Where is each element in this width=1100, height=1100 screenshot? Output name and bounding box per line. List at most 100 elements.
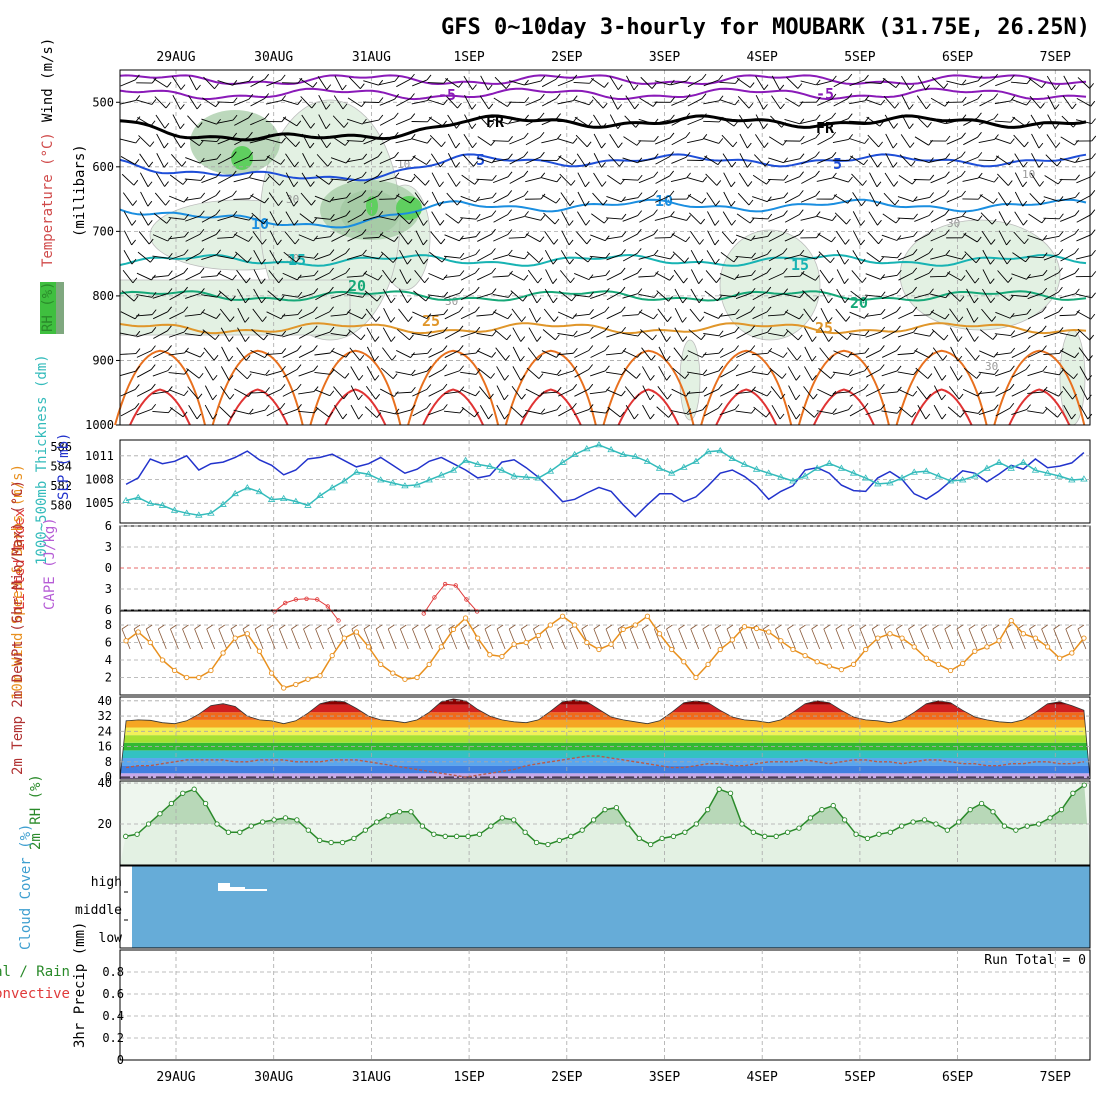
wind-barb: [281, 314, 299, 317]
wind-barb: [605, 217, 623, 220]
wind-barb-flag: [491, 210, 497, 216]
wind-barb: [978, 409, 995, 415]
li-tick-label: 6: [105, 519, 112, 533]
wind-barb: [997, 173, 1009, 186]
wind-barb: [218, 628, 228, 650]
wind-barb: [347, 176, 363, 184]
wind-barb-flag: [556, 133, 562, 140]
wind-barb: [331, 233, 346, 242]
thickness-line-point: [861, 474, 870, 481]
wind-barb: [155, 114, 166, 129]
wind-barb-flag: [1042, 269, 1048, 276]
rh-line-point: [990, 809, 996, 815]
wind-barb-flag: [166, 81, 172, 88]
wind-barb: [298, 292, 314, 299]
wind-barb: [508, 215, 525, 221]
wind-barb-flag: [766, 178, 771, 185]
wind-barb: [803, 308, 814, 322]
date-label: 30AUG: [254, 1070, 293, 1085]
wind-barb-flag: [158, 624, 165, 630]
thickness-line-point: [716, 446, 724, 454]
wind-barb: [541, 118, 557, 126]
wind-barb-flag: [391, 277, 397, 284]
wind-barb-flag: [1054, 104, 1060, 110]
thickness-line-point: [486, 462, 494, 469]
surface-rh-frame: [119, 780, 1091, 866]
wind-barb-flag: [767, 231, 773, 237]
wind-barb-flag: [961, 132, 966, 139]
wind-barb-flag: [248, 408, 254, 415]
wind-barb: [299, 213, 313, 224]
wind-barb: [379, 98, 395, 106]
wind-barb: [204, 385, 214, 401]
wind-speed-line-point: [317, 673, 323, 679]
thickness-line-point: [619, 450, 627, 458]
wind-barb: [315, 291, 330, 301]
wind-barb: [671, 388, 687, 397]
thickness-line-point: [304, 501, 312, 508]
wind-barb: [561, 211, 570, 226]
wind-barb: [752, 389, 768, 397]
wind-barb-flag: [871, 624, 879, 630]
wind-barb: [1011, 350, 1027, 358]
wind-barb: [266, 311, 282, 320]
wind-barb-flag: [426, 365, 432, 372]
wind-barb: [833, 409, 849, 415]
wind-barb-flag: [1038, 162, 1044, 168]
wind-barb: [770, 115, 782, 128]
wind-barb: [1013, 231, 1025, 245]
wind-barb-flag: [475, 249, 481, 255]
wind-barb-flag: [358, 374, 364, 381]
wind-barb-flag: [344, 373, 350, 379]
wind-barb-flag: [182, 411, 188, 418]
thickness-line-point: [764, 469, 773, 476]
wind-barb-flag: [941, 394, 946, 401]
rh-line-point: [579, 827, 585, 833]
thickness-line-point: [655, 464, 664, 471]
wind-barb-flag: [750, 345, 756, 351]
wind-barb: [625, 95, 636, 110]
wind-barb: [428, 99, 444, 106]
wind-barb-flag: [763, 624, 770, 630]
wind-barb-flag: [751, 407, 756, 414]
precip-side-label: 3hr Precip (mm): [72, 922, 88, 1048]
wind-barb: [525, 216, 541, 221]
wind-barb-flag: [439, 161, 445, 168]
thickness-line-point: [352, 468, 361, 475]
wind-barb-flag: [303, 624, 310, 630]
slp-side-label: 1000~500mb Thickness (dm) SLP (mb): [34, 354, 72, 565]
wind-barb: [412, 155, 427, 165]
wind-barb: [998, 211, 1007, 226]
wind-barb: [493, 311, 508, 320]
wind-barb-flag: [134, 159, 140, 165]
wind-barb-flag: [278, 200, 283, 206]
wind-barb: [545, 269, 554, 284]
wind-barb-flag: [326, 84, 332, 90]
wind-barb: [606, 331, 622, 338]
wind-barb: [269, 250, 279, 265]
wind-barb: [784, 214, 800, 223]
wind-barb: [589, 391, 606, 395]
wind-barb-flag: [908, 624, 915, 630]
wind-barb: [674, 327, 684, 342]
wind-barb: [784, 176, 800, 184]
wind-barb: [511, 308, 522, 322]
wind-barb-flag: [248, 93, 254, 100]
wind-barb-flag: [1091, 271, 1097, 277]
wind-barb-flag: [474, 411, 479, 418]
wind-barb: [136, 331, 152, 338]
wind-barb: [395, 177, 412, 183]
wind-barb-flag: [602, 102, 608, 109]
wind-barb-flag: [925, 84, 930, 91]
wind-barb-flag: [831, 215, 837, 221]
wind-barb: [557, 332, 574, 337]
wind-barb-flag: [1075, 174, 1080, 181]
wind-barb: [249, 409, 266, 415]
wind-barb-flag: [823, 624, 831, 630]
wind-barb: [979, 350, 995, 358]
wind-speed-line-point: [972, 648, 978, 654]
wind-barb-flag: [151, 99, 157, 105]
thickness-line-point: [510, 472, 518, 479]
wind-barb-flag: [183, 267, 189, 274]
wind-barb: [784, 275, 801, 278]
